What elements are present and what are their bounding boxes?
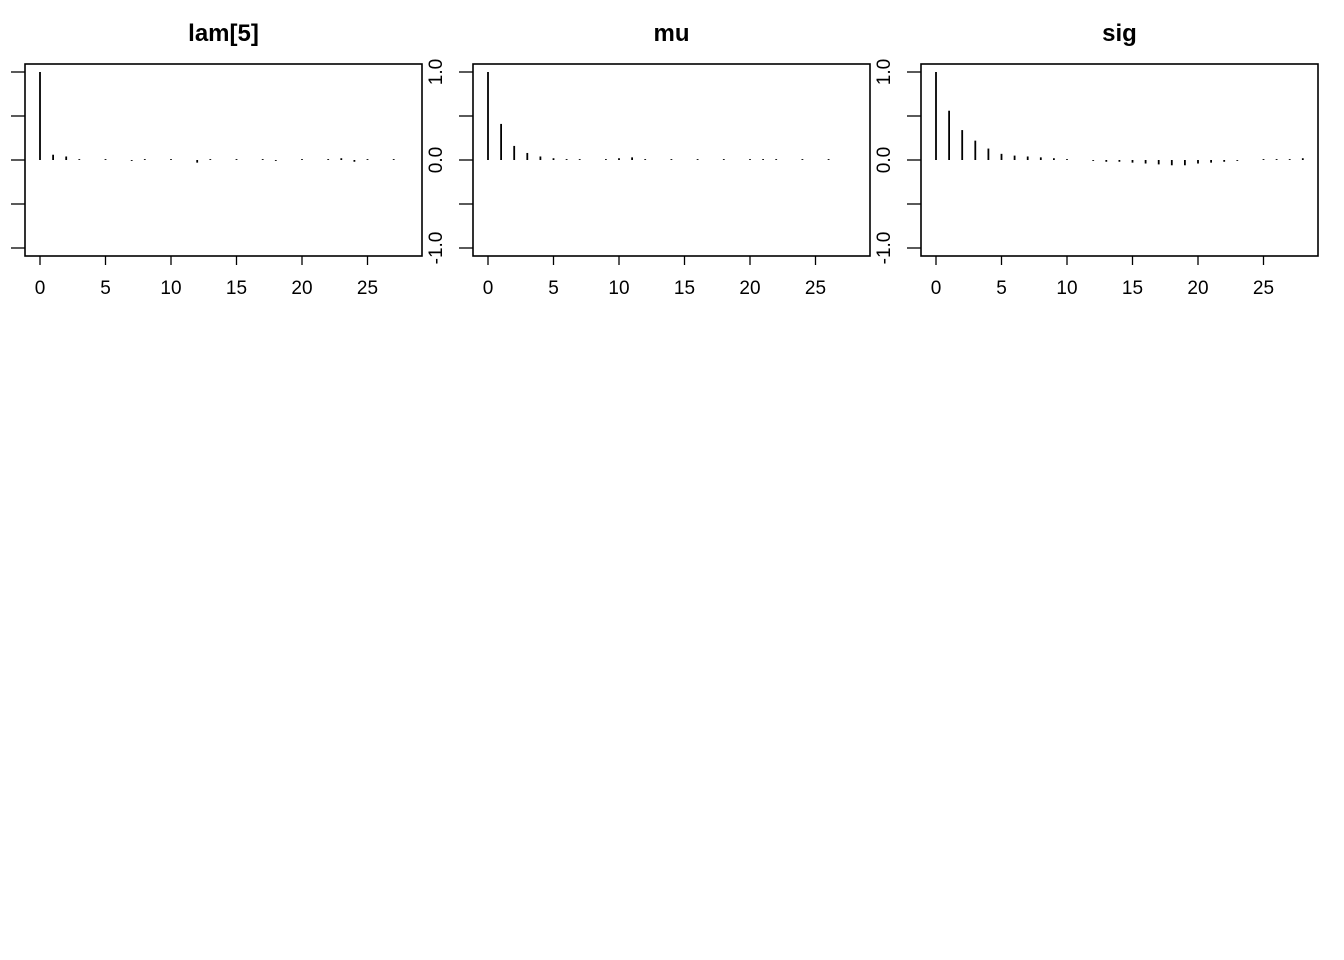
x-tick-label: 5 — [548, 278, 559, 299]
x-tick-label: 5 — [996, 278, 1007, 299]
acf-bars — [487, 72, 830, 160]
acf-bars — [935, 72, 1304, 166]
y-tick-label: 1.0 — [426, 59, 447, 85]
acf-bars — [39, 72, 395, 163]
y-axis: -1.0 0.0 1.0 — [11, 59, 447, 265]
acf-panel-lam5: lam[5] 0 5 10 15 20 25 -1.0 0.0 1.0 — [11, 20, 447, 299]
x-tick-label: 0 — [931, 278, 942, 299]
x-tick-label: 10 — [160, 278, 181, 299]
x-tick-label: 25 — [357, 278, 378, 299]
x-tick-label: 15 — [674, 278, 695, 299]
x-tick-label: 0 — [483, 278, 494, 299]
x-tick-label: 10 — [608, 278, 629, 299]
x-axis: 0 5 10 15 20 25 — [483, 256, 826, 299]
y-axis: -1.0 0.0 1.0 — [459, 59, 895, 265]
x-tick-label: 20 — [291, 278, 312, 299]
y-tick-label: -1.0 — [426, 232, 447, 265]
y-tick-label: -1.0 — [874, 232, 895, 265]
y-tick-label: 1.0 — [874, 59, 895, 85]
y-tick-label: 0.0 — [874, 147, 895, 173]
y-tick-label: 0.0 — [426, 147, 447, 173]
panel-title: lam[5] — [188, 20, 259, 47]
panel-title: mu — [654, 20, 690, 47]
x-axis: 0 5 10 15 20 25 — [35, 256, 378, 299]
y-axis — [907, 71, 921, 249]
x-tick-label: 15 — [226, 278, 247, 299]
acf-panel-mu: mu 0 5 10 15 20 25 -1.0 0.0 1.0 — [459, 20, 895, 299]
x-tick-label: 10 — [1056, 278, 1077, 299]
x-tick-label: 20 — [739, 278, 760, 299]
x-tick-label: 25 — [1253, 278, 1274, 299]
x-tick-label: 20 — [1187, 278, 1208, 299]
acf-panel-sig: sig 0 5 10 15 20 25 — [907, 20, 1319, 299]
x-tick-label: 15 — [1122, 278, 1143, 299]
x-tick-label: 25 — [805, 278, 826, 299]
x-tick-label: 0 — [35, 278, 46, 299]
x-tick-label: 5 — [100, 278, 111, 299]
x-axis: 0 5 10 15 20 25 — [931, 256, 1274, 299]
panel-title: sig — [1102, 20, 1137, 47]
